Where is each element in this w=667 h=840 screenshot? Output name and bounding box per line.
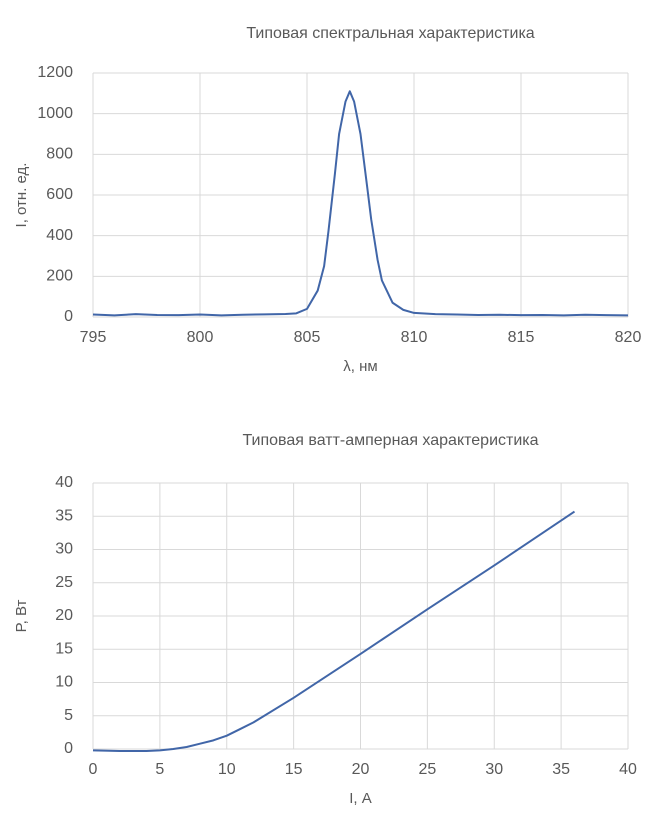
x-tick-label: 805 [294, 329, 321, 346]
x-tick-label: 800 [187, 329, 214, 346]
x-tick-label: 40 [619, 761, 637, 778]
data-line [92, 510, 576, 752]
y-tick-label: 30 [55, 541, 73, 558]
y-tick-label: 15 [55, 640, 73, 657]
y-tick-label: 1000 [37, 105, 73, 122]
x-tick-label: 795 [80, 329, 107, 346]
y-tick-label: 600 [46, 186, 73, 203]
x-tick-label: 10 [218, 761, 236, 778]
x-tick-label: 15 [285, 761, 303, 778]
x-tick-label: 25 [418, 761, 436, 778]
x-tick-label: 35 [552, 761, 570, 778]
y-tick-label: 40 [55, 474, 73, 491]
x-axis-label: I, А [349, 790, 372, 807]
x-tick-label: 30 [485, 761, 503, 778]
y-tick-label: 10 [55, 674, 73, 691]
chart-title: Типовая спектральная характеристика [246, 25, 534, 42]
y-tick-label: 400 [46, 227, 73, 244]
x-axis-label: λ, нм [343, 358, 377, 375]
y-tick-label: 0 [64, 308, 73, 325]
x-tick-label: 820 [615, 329, 642, 346]
y-tick-label: 20 [55, 607, 73, 624]
chart-title: Типовая ватт-амперная характеристика [242, 432, 538, 449]
y-tick-label: 25 [55, 574, 73, 591]
x-tick-label: 20 [352, 761, 370, 778]
x-tick-label: 810 [401, 329, 428, 346]
y-tick-label: 35 [55, 507, 73, 524]
x-tick-label: 5 [155, 761, 164, 778]
y-tick-label: 200 [46, 268, 73, 285]
y-tick-label: 1200 [37, 64, 73, 81]
x-tick-label: 0 [89, 761, 98, 778]
x-tick-label: 815 [508, 329, 535, 346]
y-axis-label: I, отн. ед. [13, 163, 30, 228]
y-tick-label: 5 [64, 707, 73, 724]
y-tick-label: 800 [46, 146, 73, 163]
data-line [92, 90, 629, 317]
y-axis-label: P, Вт [13, 599, 30, 632]
y-tick-label: 0 [64, 740, 73, 757]
